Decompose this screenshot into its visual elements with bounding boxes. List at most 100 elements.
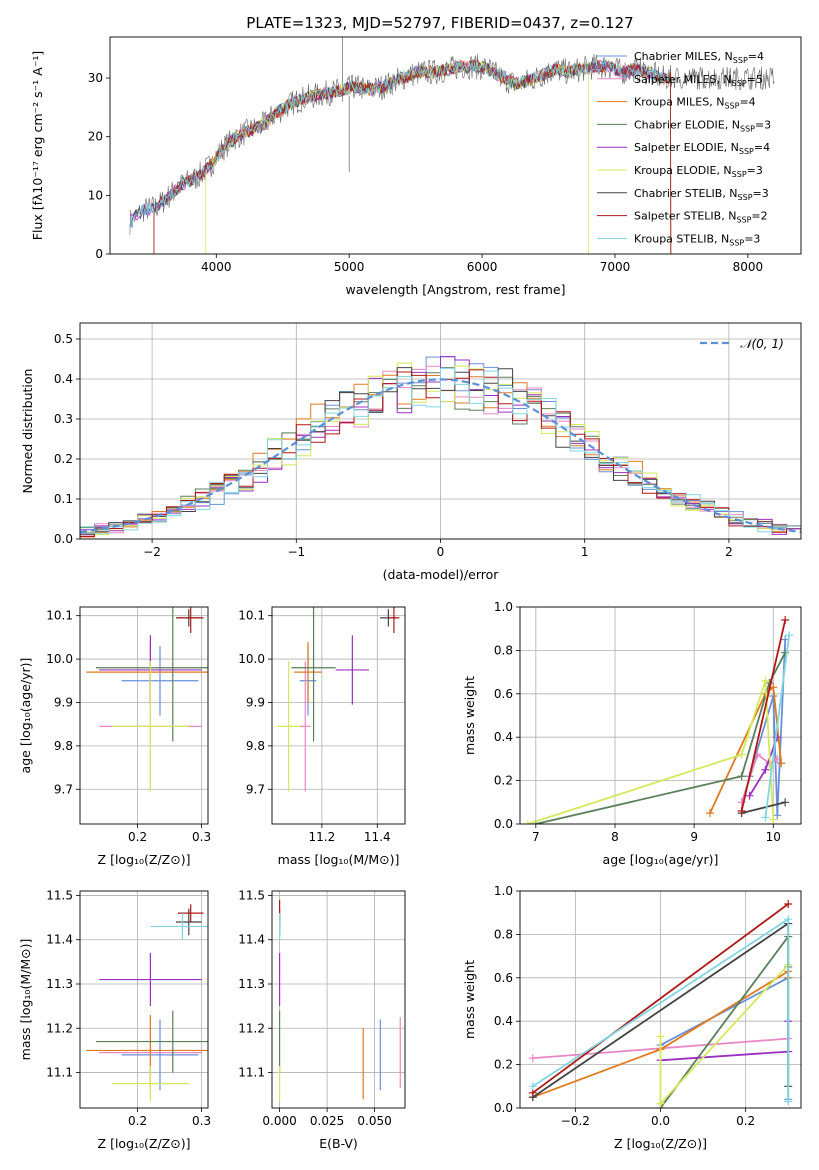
spectrum-xlabel: wavelength [Angstrom, rest frame] bbox=[345, 282, 565, 297]
mass-vs-Z-ytick-label: 11.4 bbox=[46, 933, 73, 947]
residuals-ylabel: Normed distribution bbox=[20, 369, 35, 494]
weight-vs-Z-ylabel: mass weight bbox=[462, 960, 477, 1039]
legend-model-name: Chabrier MILES bbox=[634, 50, 718, 63]
age-vs-Z-ytick-label: 9.9 bbox=[54, 695, 73, 709]
weight-line bbox=[764, 635, 790, 818]
mass-vs-EBV-xtick-label: 0.025 bbox=[310, 1114, 344, 1128]
mass-vs-EBV-ytick-label: 11.4 bbox=[238, 933, 265, 947]
weight-marker bbox=[784, 900, 793, 909]
legend-model-name: Salpeter ELODIE bbox=[634, 141, 724, 154]
legend-nssp-subscript: SSP bbox=[732, 170, 747, 179]
weight-line bbox=[532, 903, 789, 1094]
age-vs-mass-xlabel: mass [log₁₀(M/M⊙)] bbox=[278, 852, 400, 867]
weight-vs-age-ytick-label: 0.2 bbox=[494, 774, 513, 788]
weight-vs-Z-xtick-label: 0.2 bbox=[736, 1114, 755, 1128]
weight-vs-age-ytick-label: 1.0 bbox=[494, 600, 513, 614]
age-vs-mass-plot-area bbox=[277, 607, 400, 792]
legend-nssp-value: =3 bbox=[747, 164, 763, 177]
legend-model-name: Kroupa MILES bbox=[634, 96, 709, 109]
weight-marker bbox=[656, 1099, 665, 1108]
legend-nssp-prefix: , N bbox=[716, 73, 731, 86]
weight-vs-age-xlabel: age [log₁₀(age/yr)] bbox=[603, 852, 719, 867]
age-vs-mass-ytick-label: 9.7 bbox=[246, 782, 265, 796]
weight-marker bbox=[781, 798, 790, 807]
weight-marker bbox=[761, 676, 770, 685]
weight-vs-Z-ytick-label: 0.0 bbox=[494, 1101, 513, 1115]
mass-vs-EBV-ytick-label: 11.2 bbox=[238, 1021, 265, 1035]
residuals-ytick-label: 0.4 bbox=[54, 372, 73, 386]
spectrum-xtick-label: 8000 bbox=[733, 260, 764, 274]
legend-nssp-prefix: , N bbox=[721, 210, 736, 223]
legend-nssp-subscript: SSP bbox=[740, 124, 755, 133]
weight-marker bbox=[773, 733, 782, 742]
weight-line bbox=[741, 801, 786, 814]
age-vs-mass-xtick-label: 11.2 bbox=[309, 830, 336, 844]
legend-nssp-prefix: , N bbox=[714, 232, 729, 245]
weight-marker bbox=[784, 915, 793, 924]
mass-vs-Z-ylabel: mass [log₁₀(M/M⊙)] bbox=[18, 939, 33, 1061]
legend-model-name: Salpeter MILES bbox=[634, 73, 716, 86]
residuals-plot-area bbox=[80, 356, 801, 538]
legend-nssp-subscript: SSP bbox=[739, 147, 754, 156]
spectrum-ytick-label: 30 bbox=[88, 71, 103, 85]
spectrum-ytick-label: 20 bbox=[88, 130, 103, 144]
legend-nssp-prefix: , N bbox=[725, 118, 740, 131]
spectrum-model-line bbox=[129, 59, 669, 229]
legend-nssp-prefix: , N bbox=[722, 187, 737, 200]
legend-label: Kroupa STELIB, NSSP=3 bbox=[634, 232, 760, 247]
residuals-ytick-label: 0.2 bbox=[54, 452, 73, 466]
age-vs-Z-ytick-label: 10.1 bbox=[46, 609, 73, 623]
legend-nssp-prefix: , N bbox=[724, 141, 739, 154]
residuals-ytick-label: 0.1 bbox=[54, 492, 73, 506]
mass-vs-EBV-ytick-label: 11.5 bbox=[238, 888, 265, 902]
mass-vs-EBV-plot-area bbox=[279, 899, 401, 1102]
weight-vs-age-xtick-label: 7 bbox=[532, 830, 540, 844]
weight-marker bbox=[528, 1082, 537, 1091]
legend-nssp-prefix: , N bbox=[716, 164, 731, 177]
legend-nssp-value: =4 bbox=[754, 141, 770, 154]
weight-line bbox=[527, 680, 775, 824]
weight-vs-Z-ytick-label: 0.6 bbox=[494, 971, 513, 985]
mass-vs-Z-ytick-label: 11.2 bbox=[46, 1021, 73, 1035]
age-vs-mass-ytick-label: 9.9 bbox=[246, 695, 265, 709]
spectrum-model-line bbox=[205, 60, 589, 254]
spectrum-plot-area bbox=[129, 37, 775, 254]
age-vs-Z-xtick-label: 0.2 bbox=[128, 830, 147, 844]
legend-label: Kroupa ELODIE, NSSP=3 bbox=[634, 164, 763, 179]
gaussian-legend-label: 𝒩(0, 1) bbox=[740, 337, 784, 351]
mass-vs-Z-xtick-label: 0.2 bbox=[128, 1114, 147, 1128]
legend-label: Salpeter STELIB, NSSP=2 bbox=[634, 210, 768, 225]
legend-nssp-subscript: SSP bbox=[736, 216, 751, 225]
weight-marker bbox=[737, 806, 746, 815]
age-vs-Z-axes: 0.2 0.3 9.7 9.8 9.9 10.0 10.1 Z [log₁₀(Z/Z⊙)] ag… bbox=[18, 606, 211, 867]
legend-label: Chabrier ELODIE, NSSP=3 bbox=[634, 118, 771, 133]
legend-nssp-prefix: , N bbox=[718, 50, 733, 63]
weight-marker bbox=[705, 809, 714, 818]
age-vs-Z-ytick-label: 9.8 bbox=[54, 739, 73, 753]
weight-marker bbox=[761, 813, 770, 822]
weight-marker bbox=[528, 1054, 537, 1063]
weight-vs-age-ylabel: mass weight bbox=[462, 676, 477, 755]
mass-vs-EBV-xtick-label: 0.050 bbox=[357, 1114, 391, 1128]
spectrum-data-line bbox=[129, 53, 775, 235]
age-vs-Z-xtick-label: 0.3 bbox=[192, 830, 211, 844]
age-vs-mass-xtick-label: 11.4 bbox=[364, 830, 391, 844]
legend-nssp-subscript: SSP bbox=[724, 102, 739, 111]
residuals-xtick-label: −2 bbox=[143, 545, 161, 559]
legend-nssp-value: =3 bbox=[753, 187, 769, 200]
legend-nssp-prefix: , N bbox=[709, 96, 724, 109]
weight-marker bbox=[745, 791, 754, 800]
legend-nssp-value: =4 bbox=[748, 50, 764, 63]
legend-label: Salpeter MILES, NSSP=5 bbox=[634, 73, 763, 88]
weight-marker bbox=[777, 759, 786, 768]
age-vs-mass-axes: 11.2 11.4 9.7 9.8 9.9 10.0 10.1 mass [log₁₀(M/M… bbox=[238, 606, 406, 867]
spectrum-xtick-label: 6000 bbox=[467, 260, 498, 274]
spectrum-ylabel: Flux [fλ10⁻¹⁷ erg cm⁻² s⁻¹ A⁻¹] bbox=[30, 51, 45, 240]
weight-vs-Z-xlabel: Z [log₁₀(Z/Z⊙)] bbox=[614, 1136, 707, 1151]
weight-vs-age-xtick-label: 9 bbox=[690, 830, 698, 844]
weight-vs-Z-xtick-label: −0.2 bbox=[561, 1114, 590, 1128]
spectrum-xtick-label: 4000 bbox=[201, 260, 232, 274]
spectrum-ytick-label: 0 bbox=[95, 247, 103, 261]
